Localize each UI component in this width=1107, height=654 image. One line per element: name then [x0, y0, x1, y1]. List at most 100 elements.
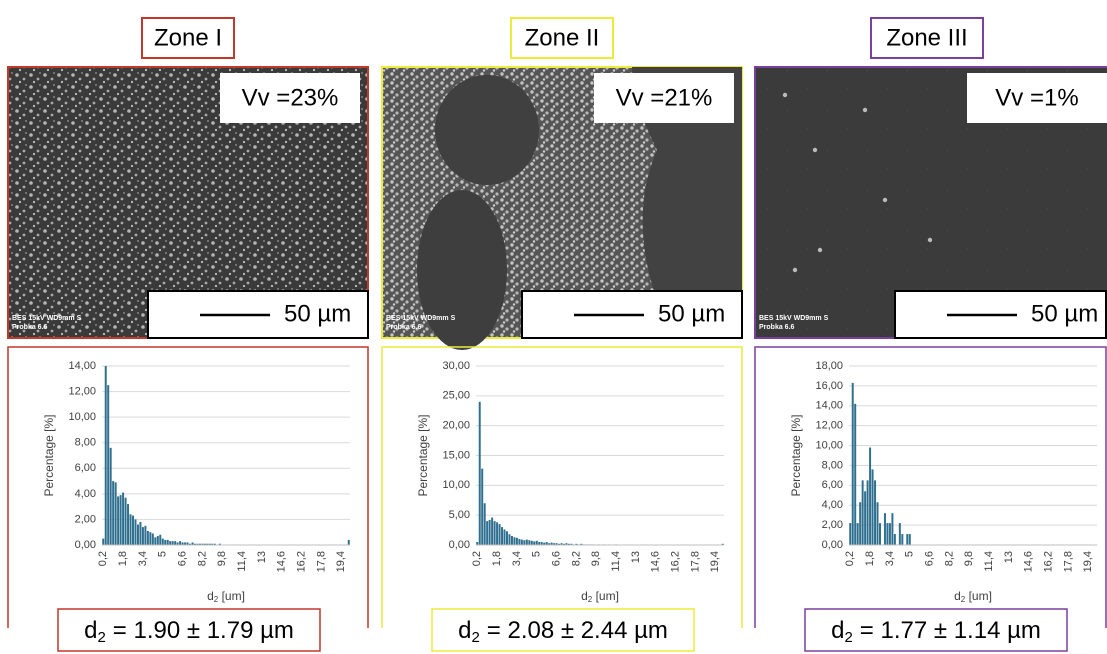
sem-info: Probka 6.6: [12, 324, 48, 331]
zone-label: Zone III: [886, 24, 967, 51]
x-tick-label: 6,6: [177, 551, 189, 566]
y-tick-label: 4,00: [75, 488, 96, 500]
bar: [545, 542, 548, 545]
x-axis-label-symbol: d: [581, 589, 588, 603]
bar: [117, 496, 120, 545]
x-axis-label: d2 [um]: [207, 589, 245, 604]
bar: [553, 543, 556, 545]
bar: [166, 539, 169, 545]
x-tick-label: 13: [256, 551, 268, 563]
x-axis-label-unit: [um]: [592, 589, 619, 603]
x-axis-label-subscript: 2: [961, 595, 966, 604]
bar: [869, 447, 872, 545]
bar: [721, 543, 724, 545]
y-tick-label: 14,00: [68, 360, 96, 372]
y-tick-label: 0,00: [449, 539, 470, 551]
result-text: d2 = 2.08 ± 2.44 µm: [458, 617, 668, 646]
vv-box: [220, 73, 360, 123]
bar: [879, 523, 881, 545]
y-axis-label: Percentage [%]: [42, 414, 56, 496]
bar: [154, 537, 157, 545]
bar: [883, 513, 886, 545]
bar: [565, 543, 568, 545]
bar: [523, 540, 526, 545]
result-symbol: d: [831, 617, 844, 644]
bar: [513, 537, 516, 545]
bar: [122, 492, 125, 545]
bar: [189, 543, 192, 545]
bar: [478, 401, 481, 545]
x-tick-label: 6,6: [551, 551, 563, 566]
sem-particle: [812, 147, 818, 153]
y-tick-label: 15,00: [442, 449, 470, 461]
bar: [876, 502, 879, 545]
bar: [156, 536, 159, 545]
bar: [496, 522, 499, 545]
bar: [893, 534, 896, 545]
y-tick-label: 4,00: [822, 499, 843, 511]
bar: [114, 482, 117, 545]
bar: [525, 539, 528, 545]
bar: [560, 543, 563, 545]
bar: [550, 542, 553, 545]
bar: [491, 517, 494, 545]
x-tick-label: 14,6: [1023, 551, 1035, 572]
x-tick-label: 6,6: [924, 551, 936, 566]
zone-panel: Zone I Vv =23% BES 15kV WD9mm S Probka 6.6 5…: [7, 17, 369, 652]
bar: [127, 504, 130, 545]
sem-particle: [792, 267, 798, 273]
bar: [112, 481, 115, 545]
y-tick-label: 16,00: [815, 380, 843, 392]
bar: [851, 382, 854, 545]
x-tick-label: 8,2: [570, 551, 582, 566]
result-subscript: 2: [97, 629, 105, 646]
result-text: d2 = 1.77 ± 1.14 µm: [831, 617, 1041, 646]
bar: [528, 540, 531, 545]
bar: [849, 523, 852, 545]
x-axis-label-symbol: d: [954, 589, 961, 603]
sem-particle: [927, 237, 933, 243]
y-tick-label: 30,00: [442, 360, 470, 372]
bar: [906, 534, 909, 545]
result-value: = 1.90 ± 1.79 µm: [113, 617, 294, 644]
bar: [538, 542, 541, 545]
x-tick-label: 19,4: [709, 551, 721, 572]
x-tick-label: 5: [157, 551, 169, 557]
result-box: [804, 608, 1068, 652]
x-tick-label: 1,8: [117, 551, 129, 566]
vv-label: Vv =1%: [995, 84, 1078, 111]
bar: [568, 543, 570, 545]
bar: [201, 543, 204, 545]
x-axis-label: d2 [um]: [581, 589, 619, 604]
bar: [104, 366, 107, 545]
vv-box: [967, 73, 1107, 123]
zone-box: [870, 17, 984, 59]
x-axis-label: d2 [um]: [954, 589, 992, 604]
bar: [483, 503, 486, 545]
bar: [520, 539, 523, 545]
bar: [164, 539, 167, 545]
x-tick-label: 3,4: [511, 551, 523, 566]
sem-particle: [862, 107, 868, 113]
x-tick-label: 13: [1003, 551, 1015, 563]
y-tick-label: 5,00: [449, 509, 470, 521]
x-tick-label: 1,8: [864, 551, 876, 566]
scale-label: 50 µm: [658, 300, 725, 327]
x-tick-label: 13: [630, 551, 642, 563]
bar: [871, 469, 874, 545]
bar: [186, 542, 189, 545]
y-tick-label: 6,00: [75, 462, 96, 474]
bar: [530, 540, 533, 545]
bar: [886, 523, 889, 545]
bar: [196, 543, 199, 545]
bar: [548, 543, 551, 545]
x-tick-label: 11,4: [983, 551, 995, 572]
scale-label: 50 µm: [1031, 300, 1098, 327]
x-tick-label: 17,8: [315, 551, 327, 572]
bar: [901, 534, 904, 545]
bar: [146, 530, 149, 545]
x-tick-label: 9,8: [216, 551, 228, 566]
bar: [119, 495, 122, 545]
x-tick-label: 17,8: [1062, 551, 1074, 572]
